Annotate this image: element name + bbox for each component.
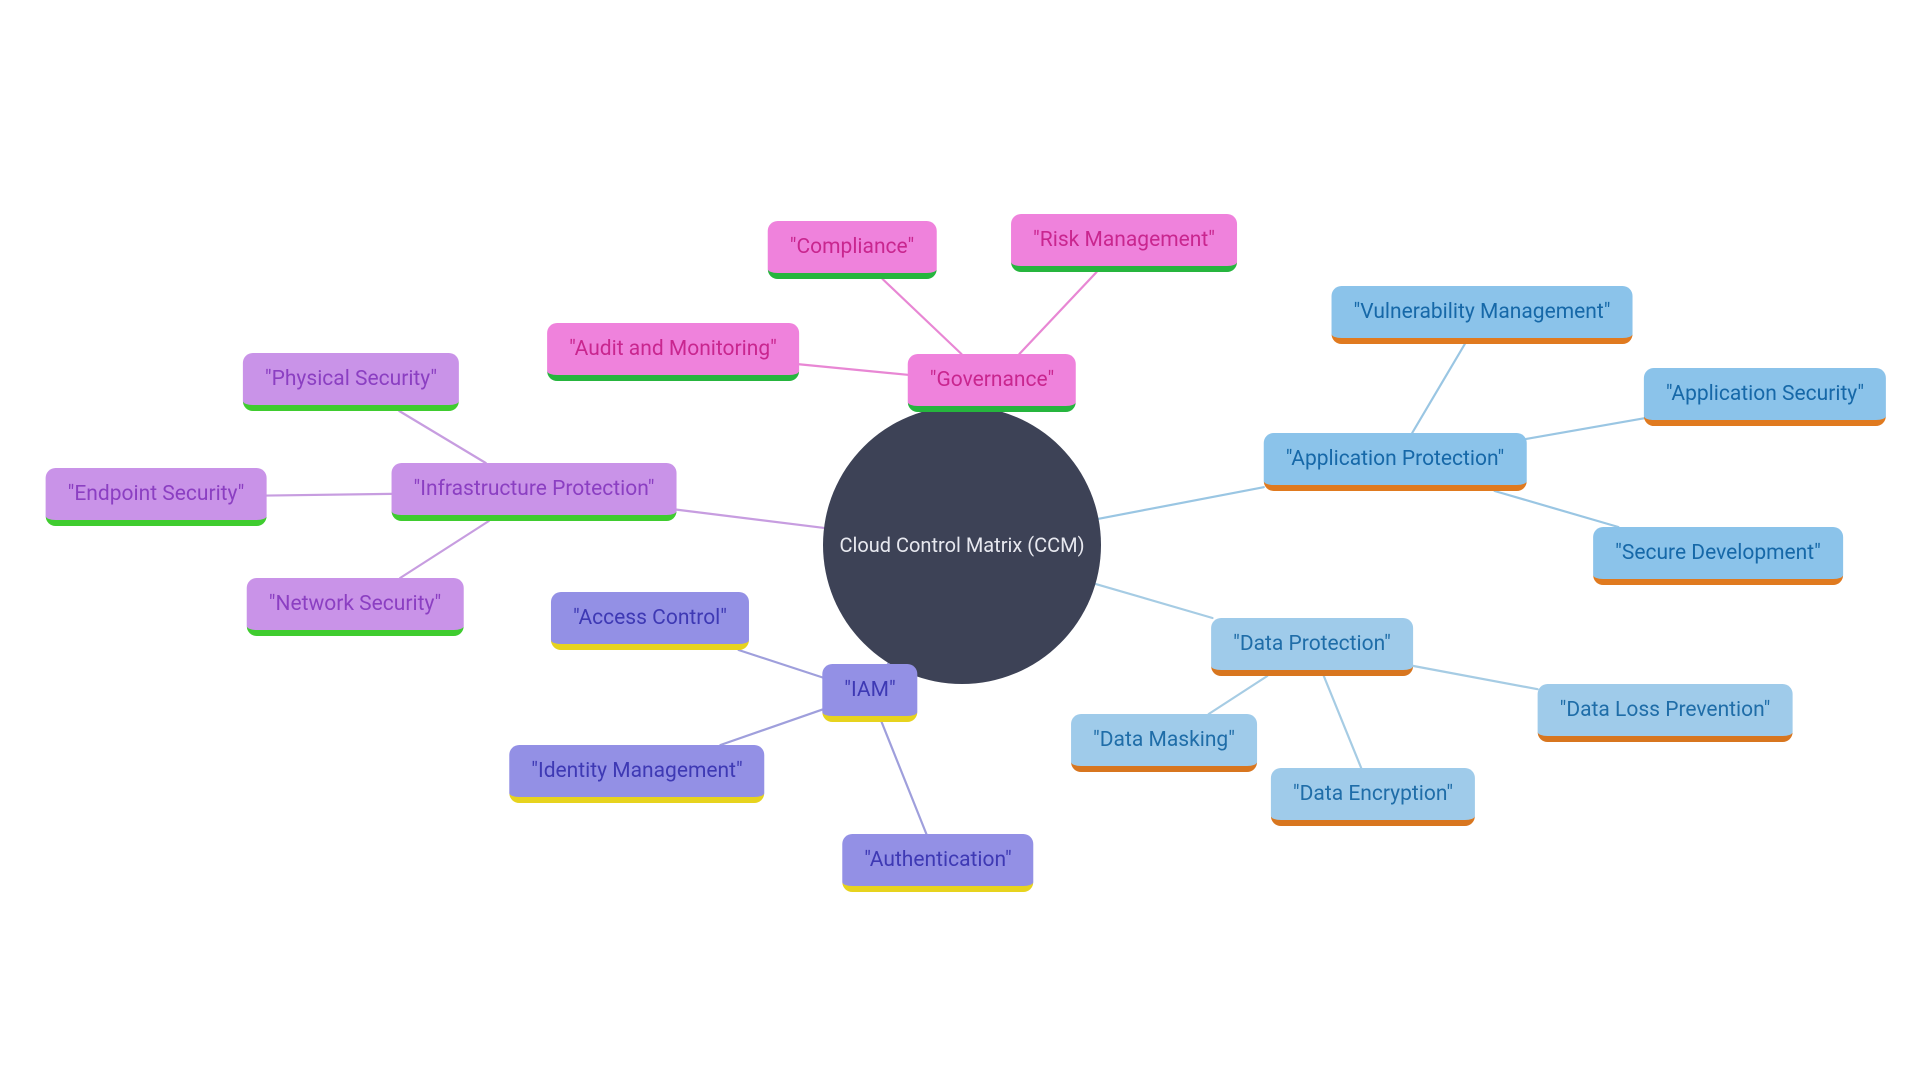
node-label: "IAM" xyxy=(844,678,895,702)
node-endpoint-security[interactable]: "Endpoint Security" xyxy=(46,468,267,526)
node-access-control[interactable]: "Access Control" xyxy=(551,592,749,650)
edge xyxy=(399,411,486,463)
node-label: "Authentication" xyxy=(864,848,1011,872)
node-label: "Risk Management" xyxy=(1033,228,1215,252)
node-label: "Audit and Monitoring" xyxy=(569,337,777,361)
node-label: "Network Security" xyxy=(269,592,442,616)
edge xyxy=(1526,418,1644,439)
edge xyxy=(400,521,489,578)
node-label: "Access Control" xyxy=(573,606,727,630)
edge xyxy=(1324,676,1361,768)
node-governance[interactable]: "Governance" xyxy=(908,354,1076,412)
edge xyxy=(1412,344,1465,433)
node-iam[interactable]: "IAM" xyxy=(822,664,917,722)
node-audit-monitoring[interactable]: "Audit and Monitoring" xyxy=(547,323,799,381)
edge xyxy=(1099,487,1264,519)
edge xyxy=(799,364,908,375)
edge xyxy=(883,279,962,354)
center-node-label: Cloud Control Matrix (CCM) xyxy=(839,533,1084,557)
edge xyxy=(1095,584,1212,618)
node-app-protection[interactable]: "Application Protection" xyxy=(1264,433,1527,491)
edge xyxy=(720,710,822,745)
node-label: "Application Security" xyxy=(1666,382,1864,406)
edge xyxy=(1413,666,1538,689)
node-risk-management[interactable]: "Risk Management" xyxy=(1011,214,1237,272)
node-label: "Data Protection" xyxy=(1233,632,1391,656)
node-compliance[interactable]: "Compliance" xyxy=(768,221,937,279)
node-authentication[interactable]: "Authentication" xyxy=(842,834,1033,892)
node-label: "Data Loss Prevention" xyxy=(1560,698,1771,722)
node-label: "Data Masking" xyxy=(1093,728,1235,752)
edge xyxy=(1019,272,1096,354)
node-label: "Secure Development" xyxy=(1615,541,1821,565)
node-data-protection[interactable]: "Data Protection" xyxy=(1211,618,1413,676)
node-label: "Data Encryption" xyxy=(1293,782,1453,806)
node-secure-dev[interactable]: "Secure Development" xyxy=(1593,527,1843,585)
node-label: "Vulnerability Management" xyxy=(1354,300,1611,324)
node-label: "Application Protection" xyxy=(1286,447,1505,471)
center-node-ccm[interactable]: Cloud Control Matrix (CCM) xyxy=(823,406,1101,684)
node-label: "Physical Security" xyxy=(265,367,437,391)
node-infra[interactable]: "Infrastructure Protection" xyxy=(392,463,677,521)
node-identity-management[interactable]: "Identity Management" xyxy=(509,745,764,803)
node-label: "Compliance" xyxy=(790,235,915,259)
node-label: "Identity Management" xyxy=(531,759,742,783)
edge xyxy=(1495,491,1619,527)
node-data-masking[interactable]: "Data Masking" xyxy=(1071,714,1257,772)
node-network-security[interactable]: "Network Security" xyxy=(247,578,464,636)
node-physical-security[interactable]: "Physical Security" xyxy=(243,353,459,411)
edge xyxy=(739,650,823,677)
node-data-encryption[interactable]: "Data Encryption" xyxy=(1271,768,1475,826)
node-vuln-management[interactable]: "Vulnerability Management" xyxy=(1332,286,1633,344)
edge xyxy=(882,722,927,834)
node-label: "Governance" xyxy=(930,368,1054,392)
edge xyxy=(266,494,391,496)
edge xyxy=(676,510,824,528)
node-data-loss-prevention[interactable]: "Data Loss Prevention" xyxy=(1538,684,1793,742)
node-label: "Infrastructure Protection" xyxy=(414,477,655,501)
node-app-security[interactable]: "Application Security" xyxy=(1644,368,1886,426)
edge xyxy=(1209,676,1268,714)
mindmap-canvas: Cloud Control Matrix (CCM) "Governance" "C… xyxy=(0,0,1920,1080)
node-label: "Endpoint Security" xyxy=(68,482,245,506)
